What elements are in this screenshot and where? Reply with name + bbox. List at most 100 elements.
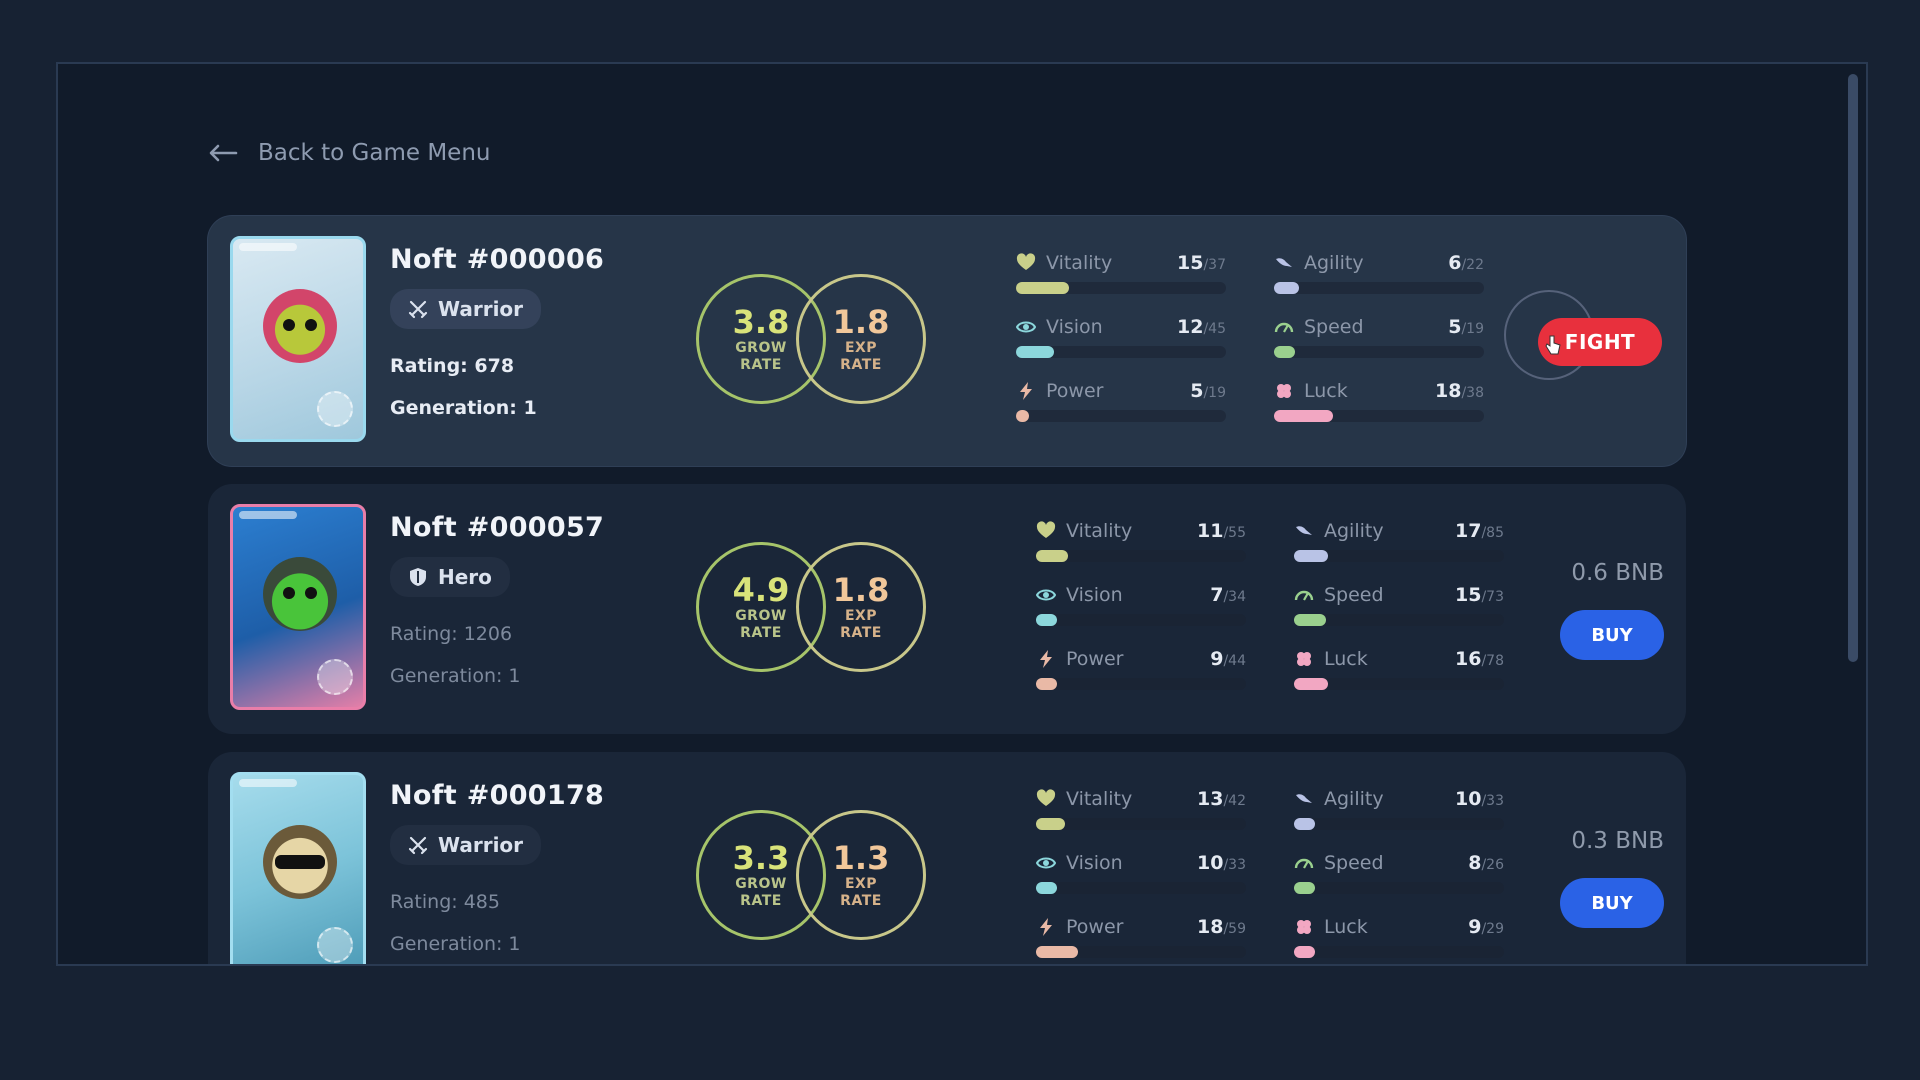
stat-agility: Agility 6/22 (1274, 252, 1484, 302)
stat-current: 9 (1210, 648, 1224, 670)
nft-thumbnail[interactable] (230, 236, 366, 442)
stat-bar (1036, 946, 1246, 958)
stat-value: 5/19 (1448, 316, 1484, 338)
class-badge: Hero (390, 557, 510, 597)
stat-speed: Speed 5/19 (1274, 316, 1484, 366)
shield-icon (408, 567, 428, 587)
stat-max: /22 (1461, 257, 1484, 273)
generation: Generation: 1 (390, 397, 537, 419)
stat-name: Agility (1294, 520, 1384, 542)
stat-name: Power (1016, 380, 1103, 402)
stat-current: 8 (1468, 852, 1482, 874)
stat-value: 10/33 (1197, 852, 1246, 874)
stat-bar-fill (1036, 550, 1068, 562)
stat-max: /78 (1481, 653, 1504, 669)
exp-rate-label-2: RATE (840, 625, 882, 641)
stat-row: Luck 9/29 (1294, 916, 1504, 938)
stat-power: Power 18/59 (1036, 916, 1246, 964)
stat-current: 18 (1197, 916, 1224, 938)
nft-meta: Rating: 1206 Generation: 1 (390, 613, 604, 697)
stat-name: Luck (1294, 648, 1368, 670)
nft-name: Noft #000006 (390, 244, 605, 275)
stat-bar-fill (1294, 946, 1315, 958)
stat-current: 6 (1448, 252, 1462, 274)
stat-row: Agility 17/85 (1294, 520, 1504, 542)
stat-row: Vitality 13/42 (1036, 788, 1246, 810)
stat-value: 15/37 (1177, 252, 1226, 274)
stat-label: Speed (1304, 316, 1364, 338)
stat-bar (1294, 818, 1504, 830)
rate-rings: 4.9 GROW RATE 1.8 EXP RATE (696, 542, 926, 678)
stat-row: Vitality 11/55 (1036, 520, 1246, 542)
badge-chip (317, 927, 353, 963)
buy-button[interactable]: BUY (1560, 878, 1664, 928)
stat-value: 9/44 (1210, 648, 1246, 670)
back-link-label: Back to Game Menu (258, 140, 491, 166)
stat-label: Agility (1304, 252, 1364, 274)
action-area: 0.6 BNB BUY (1494, 484, 1664, 734)
stat-name: Agility (1274, 252, 1364, 274)
badge-chip (317, 391, 353, 427)
stat-max: /44 (1223, 653, 1246, 669)
back-to-menu-link[interactable]: Back to Game Menu (208, 140, 490, 166)
stat-bar (1294, 678, 1504, 690)
stat-bar (1294, 882, 1504, 894)
stat-bar-fill (1294, 614, 1326, 626)
nft-name: Noft #000178 (390, 780, 605, 811)
stat-name: Agility (1294, 788, 1384, 810)
stat-power: Power 5/19 (1016, 380, 1226, 430)
stat-value: 7/34 (1210, 584, 1246, 606)
scrollbar[interactable] (1848, 74, 1858, 662)
rate-rings: 3.8 GROW RATE 1.8 EXP RATE (696, 274, 926, 410)
buy-button[interactable]: BUY (1560, 610, 1664, 660)
stat-max: /19 (1203, 385, 1226, 401)
stat-value: 6/22 (1448, 252, 1484, 274)
exp-rate-label-2: RATE (840, 357, 882, 373)
stat-label: Vision (1066, 584, 1123, 606)
action-area: 0.3 BNB BUY (1494, 752, 1664, 964)
stat-vision: Vision 10/33 (1035, 852, 1246, 902)
generation: Generation: 1 (390, 933, 521, 955)
stat-name: Vision (1035, 584, 1123, 606)
nft-meta: Rating: 678 Generation: 1 (390, 345, 604, 429)
stat-label: Vision (1066, 852, 1123, 874)
stat-max: /34 (1223, 589, 1246, 605)
stat-bar-fill (1274, 346, 1295, 358)
stat-name: Power (1036, 648, 1123, 670)
grow-rate-label-1: GROW (735, 340, 787, 356)
stat-current: 16 (1455, 648, 1482, 670)
rate-rings: 3.3 GROW RATE 1.3 EXP RATE (696, 810, 926, 946)
fight-button[interactable]: FIGHT (1538, 318, 1662, 366)
stat-current: 9 (1468, 916, 1482, 938)
class-badge: Warrior (390, 289, 542, 329)
stat-value: 17/85 (1455, 520, 1504, 542)
stat-value: 5/19 (1190, 380, 1226, 402)
stat-bar (1294, 614, 1504, 626)
stat-row: Speed 5/19 (1274, 316, 1484, 338)
nft-thumbnail[interactable] (230, 772, 366, 964)
clover-icon (1294, 649, 1314, 669)
stat-label: Speed (1324, 584, 1384, 606)
stat-bar-fill (1274, 410, 1333, 422)
class-badge: Warrior (390, 825, 542, 865)
sunglasses (275, 855, 325, 869)
clover-icon (1294, 917, 1314, 937)
stat-row: Luck 18/38 (1274, 380, 1484, 402)
action-area: FIGHT (1494, 216, 1664, 466)
stat-name: Vision (1035, 852, 1123, 874)
stat-label: Power (1066, 648, 1124, 670)
stat-value: 9/29 (1468, 916, 1504, 938)
nft-info: Noft #000178 Warrior Rating: 485 Generation… (390, 780, 605, 964)
stat-row: Power 18/59 (1036, 916, 1246, 938)
speedometer-icon (1294, 585, 1314, 605)
grow-rate-ring: 4.9 GROW RATE (696, 542, 826, 672)
stat-bar-fill (1294, 882, 1315, 894)
stat-row: Vitality 15/37 (1016, 252, 1226, 274)
stat-current: 15 (1177, 252, 1204, 274)
nft-card: Noft #000057 Hero Rating: 1206 Generation: … (208, 484, 1686, 734)
stat-current: 12 (1177, 316, 1204, 338)
stat-bar-fill (1036, 614, 1057, 626)
creature-avatar (263, 825, 337, 899)
stat-max: /19 (1461, 321, 1484, 337)
nft-thumbnail[interactable] (230, 504, 366, 710)
